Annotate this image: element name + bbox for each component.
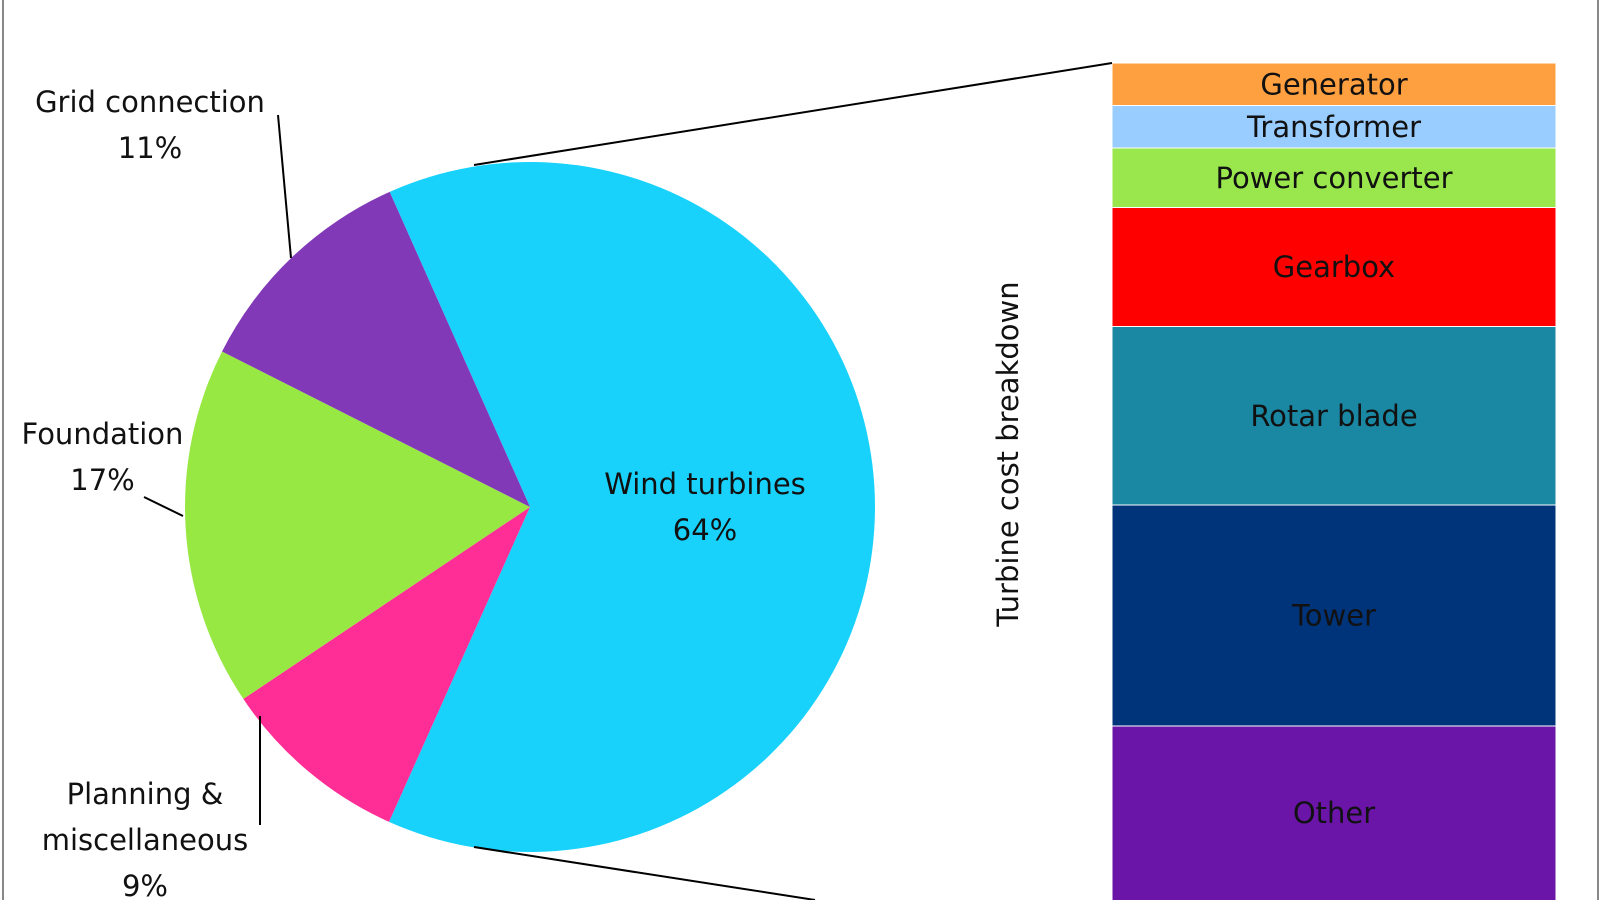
- pie-slice: [222, 191, 531, 507]
- segment-label: Rotar blade: [1250, 399, 1417, 433]
- connector: [473, 62, 1113, 166]
- segment-label: Gearbox: [1273, 250, 1395, 284]
- segment-label: Generator: [1260, 67, 1407, 101]
- slice-name: Foundation: [21, 417, 184, 451]
- leader-line: [277, 114, 292, 259]
- bar-segment: [1111, 725, 1557, 900]
- slice-label: Wind turbines 64%: [575, 461, 835, 553]
- pie-slice: [243, 507, 530, 822]
- bar-segment: [1111, 105, 1557, 149]
- slice-label: Foundation 17%: [5, 411, 200, 503]
- slice-value: 64%: [672, 513, 738, 547]
- connector: [473, 846, 816, 900]
- leader-line: [143, 496, 184, 517]
- bar-segment: [1111, 62, 1557, 106]
- slice-label: Planning & miscellaneous 9%: [30, 771, 260, 900]
- segment-label: Power converter: [1215, 161, 1452, 195]
- pie: [185, 161, 876, 852]
- axis-label: Turbine cost breakdown: [991, 281, 1025, 627]
- segment-label: Tower: [1291, 599, 1376, 633]
- slice-value: 17%: [70, 463, 135, 497]
- bar-segment: [1111, 504, 1557, 727]
- bar-segment: [1111, 147, 1557, 208]
- bar-stack: Generator Transformer Power converter Gearb…: [1111, 62, 1557, 900]
- segment-label: Other: [1293, 796, 1375, 830]
- pie-slice: [389, 161, 876, 852]
- slice-name: Planning & miscellaneous: [41, 777, 249, 857]
- bar-segment: [1111, 326, 1557, 506]
- slice-value: 11%: [117, 131, 183, 165]
- slice-name: Wind turbines: [604, 467, 806, 501]
- pie-slice: [185, 351, 531, 699]
- segment-label: Transformer: [1246, 110, 1421, 144]
- bar-segment: [1111, 207, 1557, 327]
- slice-label: Grid connection 11%: [20, 79, 280, 171]
- slice-name: Grid connection: [35, 85, 265, 119]
- slice-value: 9%: [121, 869, 168, 900]
